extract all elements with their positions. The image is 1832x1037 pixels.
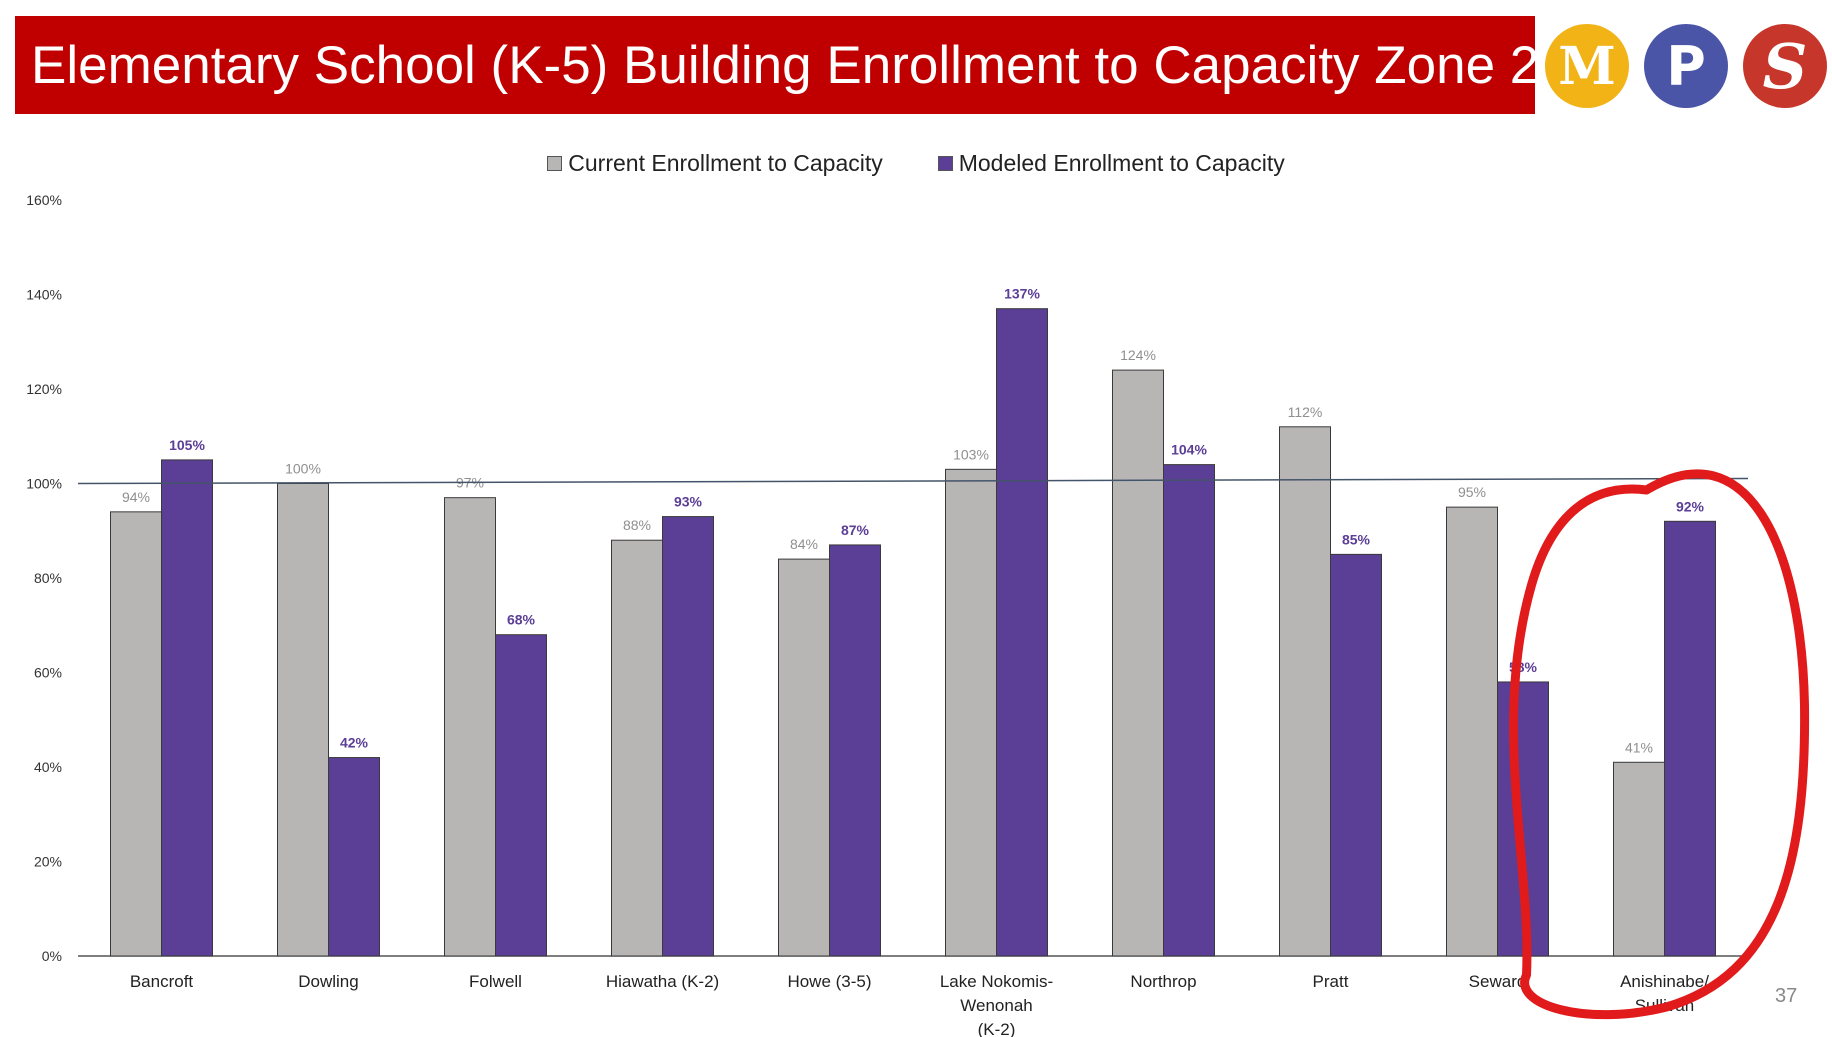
y-tick-label: 120% xyxy=(26,381,62,397)
x-tick-label: Howe (3-5) xyxy=(787,972,871,991)
bar-modeled xyxy=(1163,464,1215,957)
bar-modeled xyxy=(161,459,213,957)
x-tick-label: Bancroft xyxy=(130,972,194,991)
data-label-modeled: 85% xyxy=(1342,531,1371,547)
bar-current xyxy=(1446,506,1498,957)
bar-current xyxy=(110,511,162,957)
data-label-current: 84% xyxy=(790,536,818,552)
y-tick-label: 60% xyxy=(34,665,62,681)
bar-current xyxy=(1279,426,1331,957)
data-label-current: 94% xyxy=(122,489,150,505)
y-tick-label: 20% xyxy=(34,854,62,870)
chart-legend: Current Enrollment to Capacity Modeled E… xyxy=(0,148,1832,178)
legend-item-current: Current Enrollment to Capacity xyxy=(547,149,883,177)
bar-current xyxy=(611,539,663,957)
x-tick-label: Pratt xyxy=(1313,972,1349,991)
x-tick-label: Lake Nokomis-Wenonah (K-2) xyxy=(940,972,1053,1037)
x-tick-label: Hiawatha (K-2) xyxy=(606,972,719,991)
data-label-modeled: 105% xyxy=(169,437,205,453)
bar-current xyxy=(1112,369,1164,957)
bar-modeled xyxy=(495,634,547,957)
data-label-current: 103% xyxy=(953,446,989,462)
x-tick-label: Seward xyxy=(1469,972,1527,991)
bar-modeled xyxy=(1664,520,1716,957)
annotation-circle xyxy=(1509,469,1810,1020)
data-label-current: 95% xyxy=(1458,484,1486,500)
data-label-modeled: 104% xyxy=(1171,442,1207,458)
y-tick-label: 40% xyxy=(34,759,62,775)
p-logo-icon: P xyxy=(1644,24,1728,108)
title-bar: Elementary School (K-5) Building Enrollm… xyxy=(15,16,1539,114)
legend-label-current: Current Enrollment to Capacity xyxy=(568,149,883,176)
y-tick-label: 100% xyxy=(26,476,62,492)
data-label-modeled: 87% xyxy=(841,522,870,538)
x-tick-label: Dowling xyxy=(298,972,358,991)
data-label-modeled: 93% xyxy=(674,494,703,510)
legend-item-modeled: Modeled Enrollment to Capacity xyxy=(937,149,1285,177)
data-label-current: 124% xyxy=(1120,347,1156,363)
logo-group: M P S xyxy=(1545,24,1828,112)
data-label-modeled: 92% xyxy=(1676,498,1705,514)
data-label-modeled: 137% xyxy=(1004,286,1040,302)
bar-current xyxy=(945,468,997,957)
page-number: 37 xyxy=(1775,985,1798,1007)
legend-swatch-current xyxy=(547,155,563,171)
s-logo-icon: S xyxy=(1743,24,1827,108)
y-tick-label: 0% xyxy=(42,948,62,964)
bar-modeled xyxy=(829,544,881,957)
data-label-current: 41% xyxy=(1625,739,1653,755)
legend-label-modeled: Modeled Enrollment to Capacity xyxy=(958,149,1285,176)
page-title: Elementary School (K-5) Building Enrollm… xyxy=(31,35,1540,95)
bar-current xyxy=(1613,761,1665,957)
bar-current xyxy=(277,483,329,957)
data-label-current: 88% xyxy=(623,517,651,533)
y-tick-label: 80% xyxy=(34,570,62,586)
x-tick-label: Northrop xyxy=(1130,972,1196,991)
data-label-current: 112% xyxy=(1288,404,1323,420)
m-logo-icon: M xyxy=(1545,24,1629,108)
bar-modeled xyxy=(328,757,380,957)
bar-current xyxy=(444,497,496,957)
y-tick-label: 140% xyxy=(26,287,62,303)
data-label-modeled: 68% xyxy=(507,612,536,628)
bar-modeled xyxy=(1330,553,1382,957)
y-tick-label: 160% xyxy=(26,192,62,208)
data-label-modeled: 42% xyxy=(340,735,369,751)
legend-swatch-modeled xyxy=(937,155,953,171)
bar-current xyxy=(778,558,830,957)
x-tick-label: Folwell xyxy=(469,972,522,991)
bar-modeled xyxy=(662,516,714,957)
data-label-current: 100% xyxy=(285,461,321,477)
bar-modeled xyxy=(996,308,1048,957)
reference-line-100 xyxy=(77,477,1749,485)
